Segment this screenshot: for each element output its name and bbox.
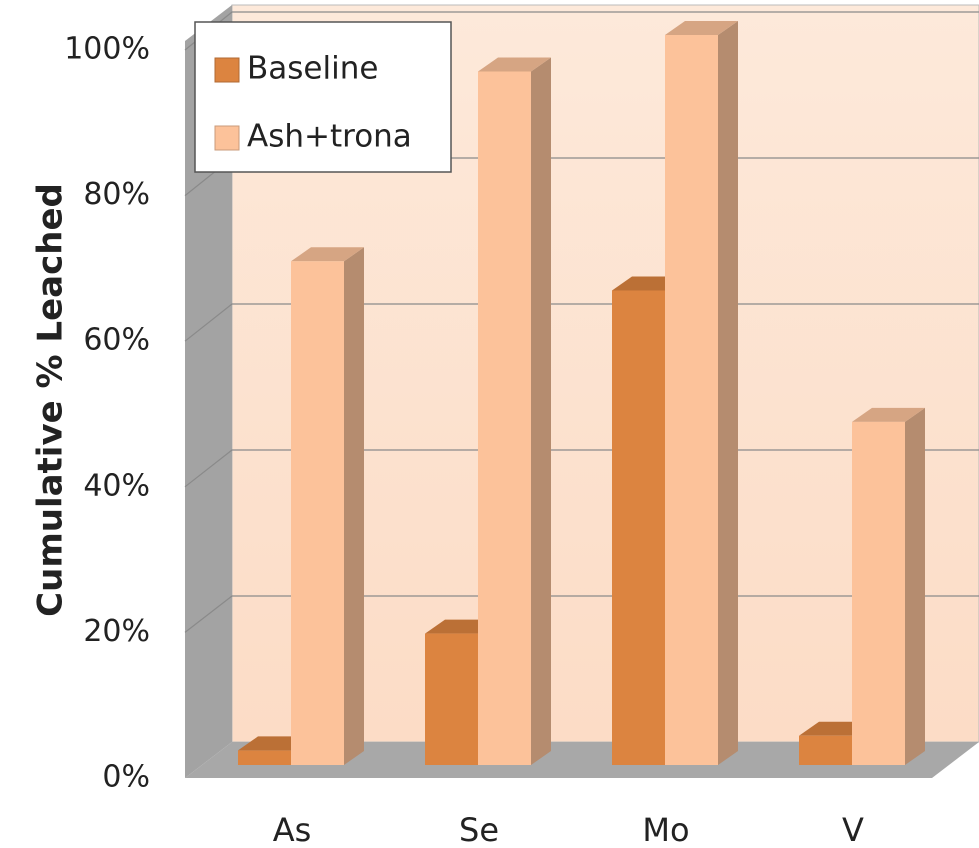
y-tick-label: 20% [83, 614, 150, 649]
bar-side [531, 57, 551, 765]
bar-side [905, 407, 925, 765]
legend-swatch [214, 125, 240, 151]
legend-label: Ash+trona [247, 119, 412, 155]
bar [291, 261, 344, 765]
bar [665, 35, 718, 765]
y-tick-label: 80% [83, 177, 150, 212]
x-tick-label: Mo [642, 811, 689, 848]
bar [799, 735, 852, 765]
bar [238, 750, 291, 765]
bar [852, 421, 905, 765]
floor [185, 742, 979, 778]
bar-side [344, 247, 364, 766]
y-tick-label: 40% [83, 468, 150, 503]
x-tick-label: V [842, 811, 864, 848]
bar-side [718, 21, 738, 765]
legend-label: Baseline [247, 51, 378, 87]
side-wall [185, 5, 232, 778]
x-tick-label: As [273, 811, 312, 848]
y-axis-label: Cumulative % Leached [31, 183, 71, 617]
legend-swatch [214, 57, 240, 83]
bar-top [478, 57, 551, 72]
bar [478, 71, 531, 765]
bar-top [852, 407, 925, 422]
bar [425, 633, 478, 765]
bar [612, 290, 665, 765]
y-tick-label: 0% [102, 760, 150, 795]
x-tick-label: Se [459, 811, 499, 848]
bar-top [291, 247, 364, 262]
bar-top [665, 21, 738, 35]
y-tick-label: 60% [83, 323, 150, 358]
y-tick-label: 100% [64, 32, 150, 67]
